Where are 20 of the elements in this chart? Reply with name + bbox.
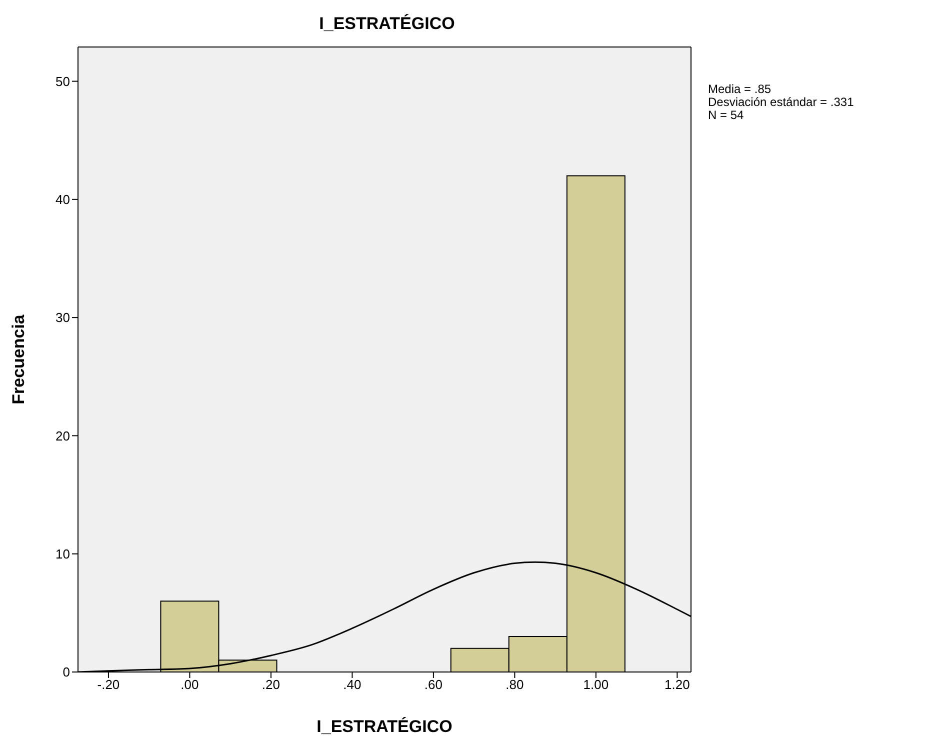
y-tick-label: 50: [56, 74, 70, 89]
y-tick-label: 0: [62, 664, 70, 680]
x-tick-label: .80: [506, 677, 524, 692]
y-tick-label: 40: [56, 192, 70, 208]
x-tick-label: 1.20: [664, 677, 690, 692]
x-axis-title: I_ESTRATÉGICO: [316, 716, 452, 736]
x-tick-label: .60: [424, 677, 442, 692]
chart-title: I_ESTRATÉGICO: [318, 14, 456, 34]
y-tick-label: 20: [56, 428, 70, 444]
y-tick-label: 30: [56, 310, 70, 326]
x-tick-label: .40: [343, 677, 362, 692]
y-axis-title: Frecuencia: [9, 314, 28, 404]
text: Desviación estándar = .331: [708, 95, 854, 109]
x-tick-label: .20: [262, 677, 280, 692]
x-tick-label: .00: [180, 677, 199, 692]
text: Media = .85: [708, 82, 772, 96]
x-tick-label: -.20: [97, 677, 120, 692]
y-tick-label: 10: [56, 546, 70, 562]
x-tick-label: 1.00: [583, 677, 609, 692]
text: N = 54: [708, 108, 745, 122]
